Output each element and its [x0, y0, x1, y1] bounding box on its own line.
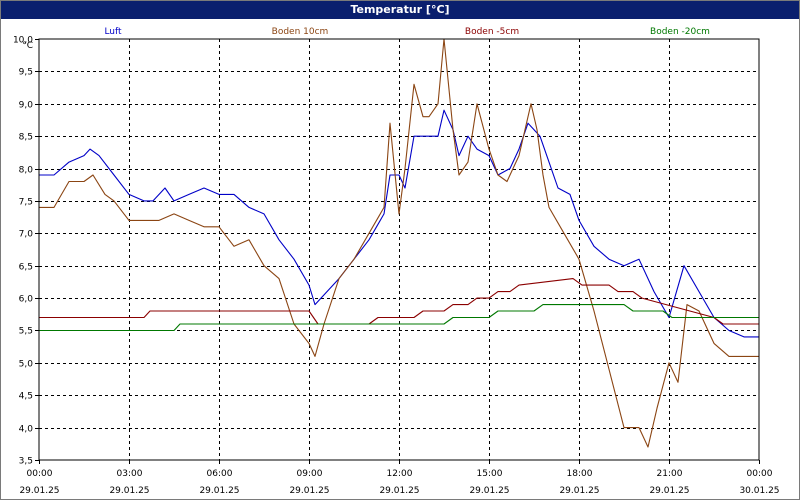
- y-tick-label: 8,5: [19, 133, 33, 143]
- y-tick-label: 8,0: [19, 166, 34, 176]
- grid: [39, 39, 759, 460]
- legend-entry: Boden -5cm: [465, 27, 519, 37]
- y-axis-unit: °C: [22, 41, 33, 51]
- y-tick-label: 3,5: [19, 457, 33, 467]
- x-tick-time-label: 00:00: [747, 469, 773, 479]
- y-tick-label: 4,5: [19, 392, 33, 402]
- x-tick-time-label: 18:00: [567, 469, 593, 479]
- series-lines: [39, 38, 759, 448]
- x-tick-time-label: 21:00: [657, 469, 683, 479]
- y-tick-label: 9,5: [19, 68, 33, 78]
- series-line-boden-10cm: [39, 38, 759, 448]
- y-tick-label: 7,5: [19, 198, 33, 208]
- x-tick-date-label: 29.01.25: [559, 486, 599, 496]
- legend-entry: Boden -20cm: [650, 27, 710, 37]
- series-line-luft: [39, 109, 759, 338]
- x-tick-time-label: 00:00: [27, 469, 53, 479]
- x-tick-date-label: 29.01.25: [109, 486, 149, 496]
- x-tick-date-label: 29.01.25: [649, 486, 689, 496]
- x-tick-date-label: 29.01.25: [19, 486, 59, 496]
- x-tick-time-label: 12:00: [387, 469, 413, 479]
- x-tick-time-label: 06:00: [207, 469, 233, 479]
- chart-title: Temperatur [°C]: [1, 1, 799, 19]
- y-tick-label: 6,5: [19, 263, 33, 273]
- y-tick-label: 4,0: [19, 425, 34, 435]
- x-tick-date-label: 29.01.25: [469, 486, 509, 496]
- x-tick-date-label: 30.01.25: [739, 486, 779, 496]
- x-tick-date-label: 29.01.25: [199, 486, 239, 496]
- y-tick-label: 9,0: [19, 101, 34, 111]
- legend-entry: Boden 10cm: [272, 27, 329, 37]
- y-tick-label: 7,0: [19, 230, 34, 240]
- y-tick-label: 5,5: [19, 327, 33, 337]
- axes: 3,5 4,0 4,5 5,0 5,5 6,0 6,5 7,0 7,5 8,0 8,5 9,0 9,5 1…: [13, 36, 780, 497]
- legend: Luft Boden 10cm Boden -5cm Boden -20cm: [104, 27, 710, 37]
- series-line-boden-20cm: [39, 304, 759, 332]
- x-tick-date-label: 29.01.25: [289, 486, 329, 496]
- x-tick-time-label: 15:00: [477, 469, 503, 479]
- y-tick-label: 5,0: [19, 360, 34, 370]
- y-tick-label: 10,0: [13, 36, 33, 46]
- x-tick-time-label: 09:00: [297, 469, 323, 479]
- y-tick-label: 6,0: [19, 295, 34, 305]
- x-tick-date-label: 29.01.25: [379, 486, 419, 496]
- legend-entry: Luft: [104, 27, 122, 37]
- x-tick-time-label: 03:00: [117, 469, 143, 479]
